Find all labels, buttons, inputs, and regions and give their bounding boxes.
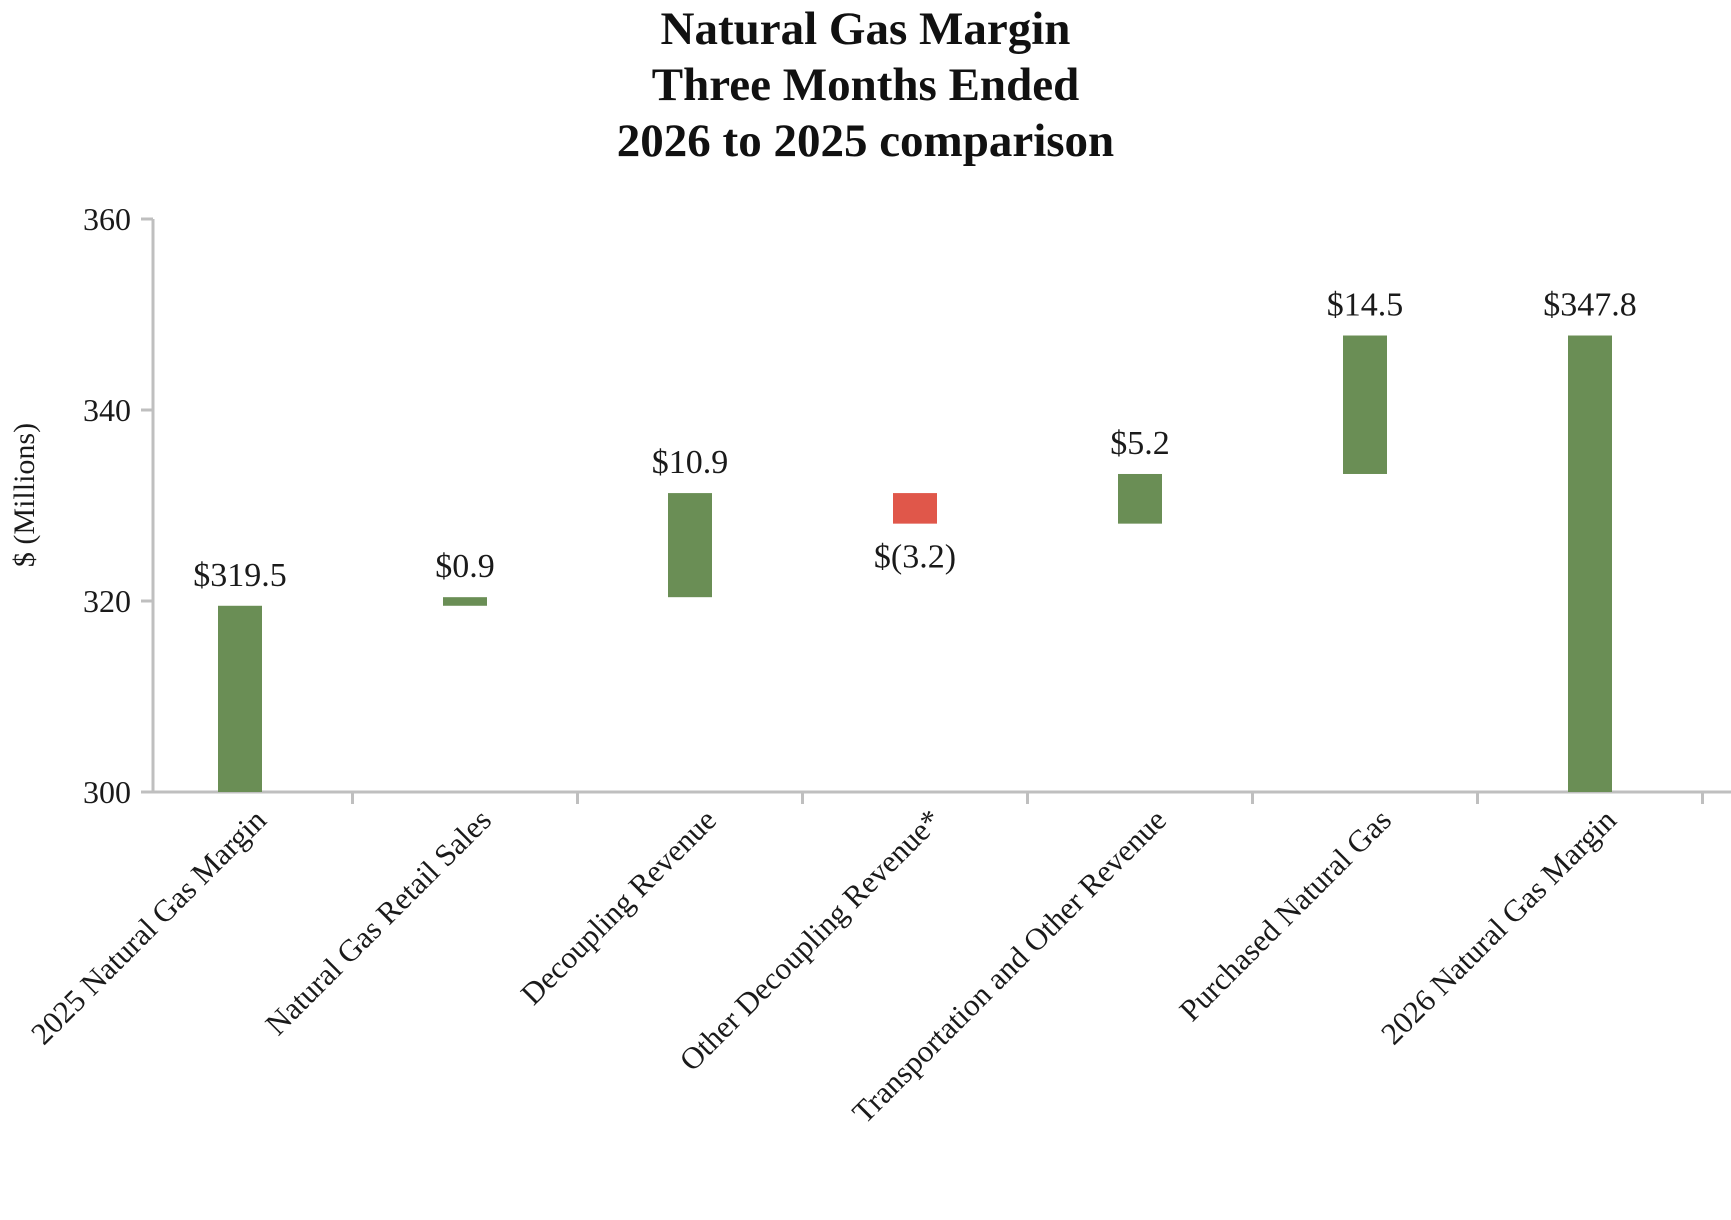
chart-title-line-2: Three Months Ended <box>651 59 1080 111</box>
bar-5 <box>1343 335 1387 474</box>
bar-3 <box>893 493 937 524</box>
data-label-0: $319.5 <box>193 557 287 594</box>
x-tick-label-2: Decoupling Revenue <box>514 802 723 1011</box>
data-label-2: $10.9 <box>652 444 729 481</box>
y-tick-label: 360 <box>83 201 131 237</box>
x-tick-label-3: Other Decoupling Revenue* <box>672 802 948 1078</box>
data-label-4: $5.2 <box>1110 425 1170 462</box>
data-label-5: $14.5 <box>1327 287 1404 324</box>
chart-title-line-3: 2026 to 2025 comparison <box>616 115 1115 167</box>
bar-6 <box>1568 335 1612 792</box>
bar-1 <box>443 597 487 606</box>
y-tick-label: 300 <box>83 774 131 810</box>
x-tick-label-6: 2026 Natural Gas Margin <box>1374 802 1623 1051</box>
x-tick-label-5: Purchased Natural Gas <box>1172 802 1398 1028</box>
x-tick-label-1: Natural Gas Retail Sales <box>258 802 498 1042</box>
bars <box>218 335 1612 792</box>
bar-4 <box>1118 473 1162 524</box>
chart-title-line-1: Natural Gas Margin <box>660 3 1071 55</box>
x-axis <box>153 790 1731 804</box>
y-tick-label: 340 <box>83 392 131 428</box>
bar-0 <box>218 605 262 792</box>
data-label-6: $347.8 <box>1543 287 1637 324</box>
y-axis-label: $ (Millions) <box>8 423 41 567</box>
bar-2 <box>668 493 712 598</box>
data-label-1: $0.9 <box>435 548 495 585</box>
x-tick-label-0: 2025 Natural Gas Margin <box>24 802 273 1051</box>
y-tick-label: 320 <box>83 583 131 619</box>
data-labels: $319.5 $0.9 $10.9 $(3.2) $5.2 $14.5 $347.8 <box>193 287 1637 594</box>
y-axis: 300 320 340 360 <box>83 201 155 810</box>
data-label-3: $(3.2) <box>874 539 956 576</box>
